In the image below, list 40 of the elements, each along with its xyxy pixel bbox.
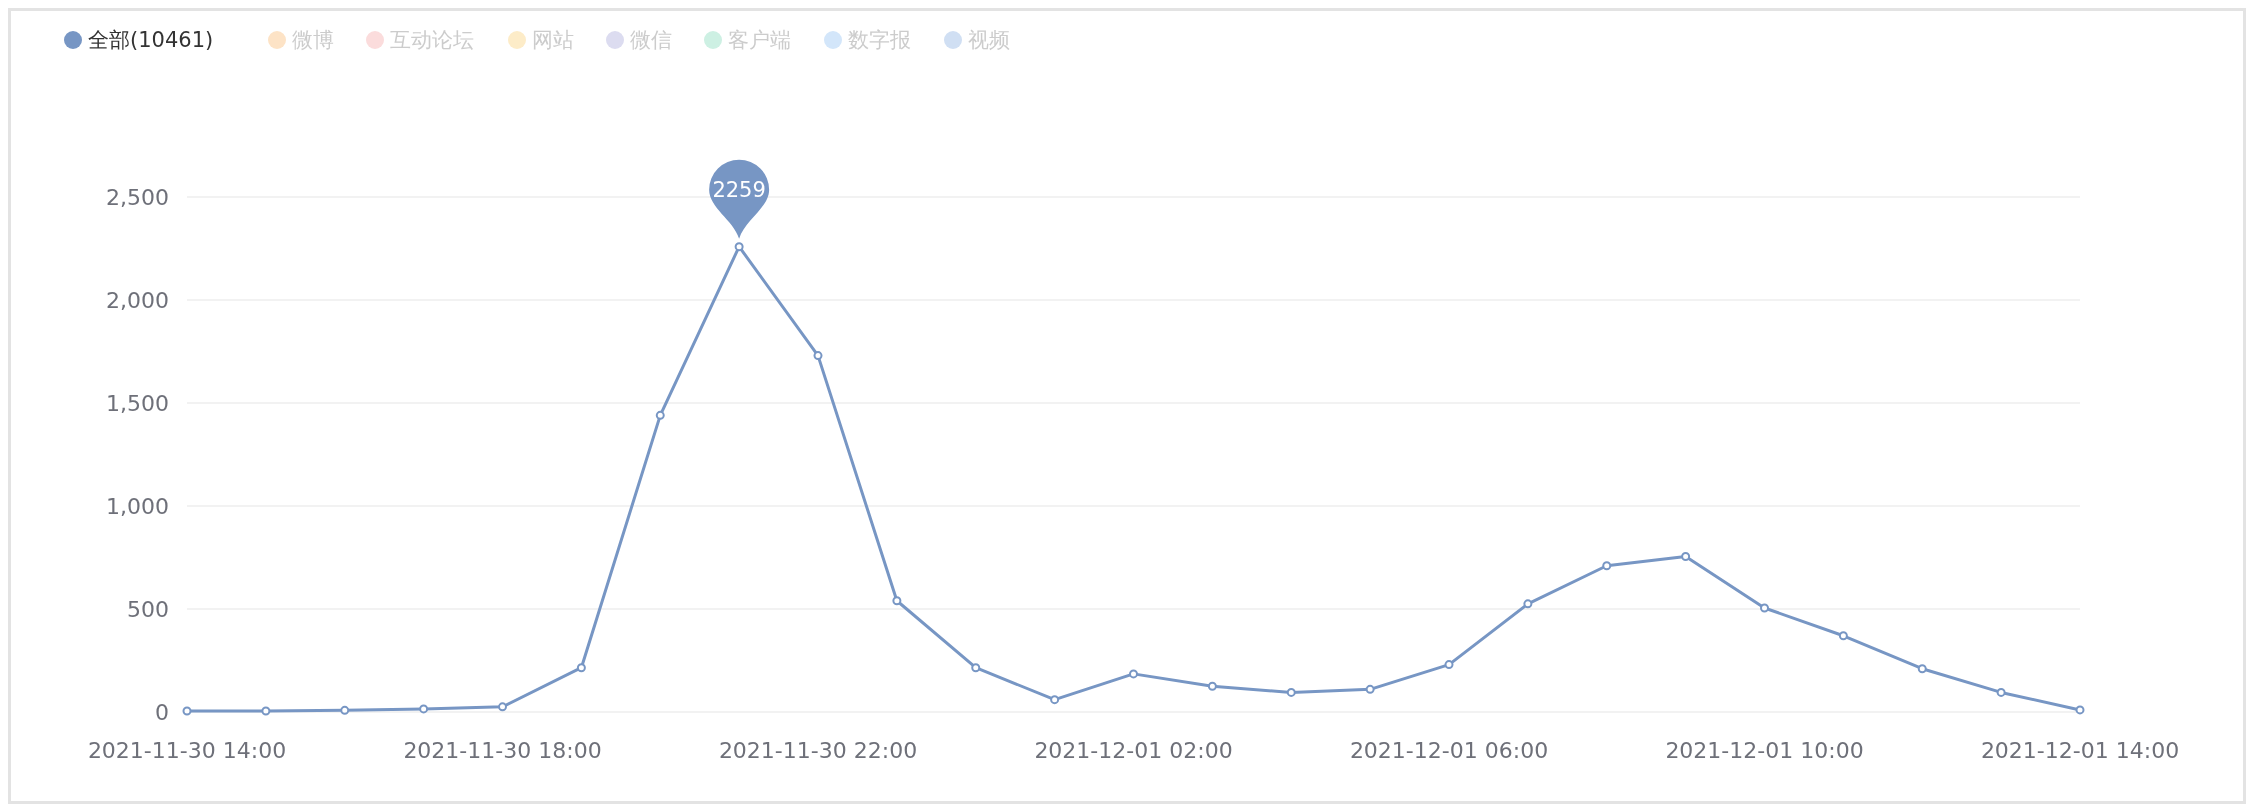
point bbox=[892, 596, 902, 606]
legend-label: 全部(10461) bbox=[88, 28, 214, 52]
point bbox=[576, 663, 586, 673]
y-tick-label: 500 bbox=[127, 597, 169, 622]
point bbox=[1602, 561, 1612, 571]
y-tick-label: 2,500 bbox=[106, 185, 169, 210]
x-tick-label: 2021-12-01 14:00 bbox=[1980, 738, 2180, 763]
point bbox=[655, 410, 665, 420]
point bbox=[734, 242, 744, 252]
point bbox=[1050, 695, 1060, 705]
point bbox=[1681, 551, 1691, 561]
y-tick-label: 1,500 bbox=[106, 391, 169, 416]
point bbox=[261, 706, 271, 716]
point bbox=[182, 706, 192, 716]
point bbox=[1996, 687, 2006, 697]
point bbox=[1129, 669, 1138, 679]
point bbox=[1760, 603, 1769, 613]
point bbox=[419, 704, 429, 714]
point bbox=[1838, 631, 1848, 641]
annotation: 2259 bbox=[712, 177, 766, 202]
point bbox=[498, 702, 507, 712]
point bbox=[2075, 705, 2085, 715]
point bbox=[813, 351, 823, 361]
y-tick-label: 0 bbox=[155, 700, 169, 725]
point bbox=[1286, 687, 1296, 697]
point bbox=[1365, 684, 1375, 694]
point bbox=[1207, 681, 1217, 691]
x-tick-label: 2021-12-01 10:00 bbox=[1665, 738, 1864, 763]
y-tick-label: 2,000 bbox=[106, 288, 169, 313]
y-tick-label: 1,000 bbox=[106, 494, 169, 519]
x-tick-label: 2021-12-01 06:00 bbox=[1349, 738, 1549, 763]
x-tick-label: 2021-11-30 18:00 bbox=[403, 738, 602, 763]
point bbox=[1523, 599, 1533, 609]
point bbox=[1917, 664, 1927, 674]
x-tick-label: 2021-11-30 14:00 bbox=[87, 738, 287, 763]
point bbox=[340, 705, 350, 715]
x-tick-label: 2021-11-30 22:00 bbox=[718, 738, 918, 763]
point bbox=[1444, 660, 1454, 670]
point bbox=[971, 663, 981, 673]
x-tick-label: 2021-12-01 02:00 bbox=[1034, 738, 1233, 763]
